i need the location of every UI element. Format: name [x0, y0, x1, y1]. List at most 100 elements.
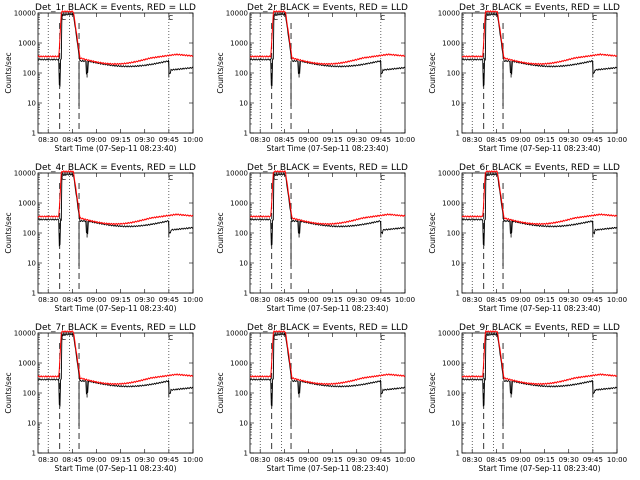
y-axis-label: Counts/sec [428, 372, 437, 413]
x-tick-label: 10:00 [395, 456, 415, 464]
x-tick-label: 09:30 [347, 296, 367, 304]
x-tick-label: 09:30 [559, 456, 579, 464]
panel-7: Det_7r BLACK = Events, RED = LLD 1 10 100 10… [4, 323, 203, 473]
x-tick-label: 08:30 [38, 136, 58, 144]
panel-3: Det_3r BLACK = Events, RED = LLD 1 10 100 10… [428, 3, 627, 153]
y-tick-label: 100 [447, 230, 460, 238]
x-tick-label: 09:00 [86, 456, 106, 464]
y-tick-label: 1000 [18, 40, 36, 48]
y-tick-label: 10000 [226, 10, 248, 18]
series-lld-line [37, 330, 193, 386]
x-tick-label: 09:30 [559, 136, 579, 144]
y-tick-label: 1000 [230, 40, 248, 48]
y-tick-label: 10 [239, 260, 248, 268]
x-tick-label: 08:30 [462, 136, 482, 144]
x-axis-label: Start Time (07-Sep-11 08:23:40) [479, 464, 601, 473]
x-tick-label: 09:30 [347, 456, 367, 464]
x-tick-label: 08:45 [274, 456, 294, 464]
series-lld-line [461, 9, 618, 66]
y-tick-label: 1 [456, 130, 460, 138]
x-tick-label: 09:45 [159, 456, 179, 464]
y-axis-label: Counts/sec [216, 372, 225, 413]
x-tick-label: 09:00 [510, 296, 530, 304]
x-tick-label: 09:15 [111, 136, 131, 144]
annotation: C [380, 14, 385, 22]
y-tick-label: 10000 [14, 330, 36, 338]
x-tick-label: 10:00 [395, 136, 415, 144]
y-tick-label: 10 [451, 260, 460, 268]
annotation: C [485, 14, 490, 22]
x-tick-label: 08:30 [38, 456, 58, 464]
y-tick-label: 100 [235, 230, 248, 238]
x-tick-label: 08:30 [250, 136, 270, 144]
y-tick-label: 10 [27, 100, 36, 108]
x-tick-label: 09:15 [111, 456, 131, 464]
x-axis-label: Start Time (07-Sep-11 08:23:40) [267, 464, 389, 473]
y-tick-label: 1000 [230, 200, 248, 208]
y-tick-label: 10000 [438, 330, 460, 338]
x-tick-label: 08:45 [274, 136, 294, 144]
series-events-line [37, 173, 194, 247]
x-tick-label: 09:30 [135, 456, 155, 464]
x-tick-label: 09:15 [323, 456, 343, 464]
y-axis-label: Counts/sec [4, 52, 13, 93]
annotation: C [273, 14, 278, 22]
x-axis-label: Start Time (07-Sep-11 08:23:40) [479, 144, 601, 153]
series-events-line [37, 333, 194, 407]
y-tick-label: 1 [456, 450, 460, 458]
panel-5: Det_5r BLACK = Events, RED = LLD 1 10 100 10… [216, 163, 415, 313]
panel-title: Det_8r BLACK = Events, RED = LLD [247, 323, 408, 333]
x-tick-label: 08:30 [250, 456, 270, 464]
panel-title: Det_5r BLACK = Events, RED = LLD [247, 163, 408, 173]
x-tick-label: 09:15 [535, 136, 555, 144]
annotation: C [168, 174, 173, 182]
x-tick-label: 10:00 [607, 136, 627, 144]
series-lld-line [249, 170, 406, 226]
y-tick-label: 10000 [438, 170, 460, 178]
y-tick-label: 1000 [442, 200, 460, 208]
annotation: C [380, 334, 385, 342]
x-tick-label: 10:00 [183, 456, 203, 464]
series-events-line [249, 173, 406, 246]
series-lld-line [37, 170, 194, 226]
x-tick-label: 10:00 [607, 296, 627, 304]
y-tick-label: 100 [23, 70, 36, 78]
panel-title: Det_6r BLACK = Events, RED = LLD [459, 163, 620, 173]
y-tick-label: 100 [235, 70, 248, 78]
x-tick-label: 09:00 [298, 296, 318, 304]
annotation: C [273, 334, 278, 342]
annotation: C [61, 14, 66, 22]
y-tick-label: 1 [32, 450, 36, 458]
series-lld-line [249, 10, 406, 66]
panel-title: Det_3r BLACK = Events, RED = LLD [459, 3, 620, 13]
panel-2: Det_2r BLACK = Events, RED = LLD 1 10 100 10… [216, 3, 415, 153]
x-tick-label: 08:30 [38, 296, 58, 304]
y-tick-label: 10 [239, 100, 248, 108]
series-lld-line [250, 330, 406, 386]
y-axis-label: Counts/sec [428, 212, 437, 253]
x-tick-label: 09:45 [371, 136, 391, 144]
y-tick-label: 1 [244, 450, 248, 458]
x-tick-label: 09:45 [371, 296, 391, 304]
y-tick-label: 1 [244, 130, 248, 138]
x-tick-label: 09:45 [371, 456, 391, 464]
y-tick-label: 1000 [230, 360, 248, 368]
x-tick-label: 08:45 [62, 136, 82, 144]
y-axis-label: Counts/sec [4, 212, 13, 253]
x-tick-label: 08:45 [486, 456, 506, 464]
x-axis-label: Start Time (07-Sep-11 08:23:40) [479, 304, 601, 313]
x-tick-label: 09:30 [559, 296, 579, 304]
x-tick-label: 08:30 [462, 296, 482, 304]
x-tick-label: 09:15 [111, 296, 131, 304]
y-tick-label: 10 [27, 420, 36, 428]
x-tick-label: 09:15 [535, 296, 555, 304]
x-tick-label: 09:00 [510, 456, 530, 464]
annotation: C [592, 334, 597, 342]
annotation: C [592, 174, 597, 182]
x-tick-label: 09:45 [583, 136, 603, 144]
x-tick-label: 09:00 [298, 456, 318, 464]
x-tick-label: 09:00 [86, 296, 106, 304]
x-tick-label: 08:30 [462, 456, 482, 464]
y-tick-label: 10000 [226, 170, 248, 178]
x-tick-label: 08:45 [274, 296, 294, 304]
